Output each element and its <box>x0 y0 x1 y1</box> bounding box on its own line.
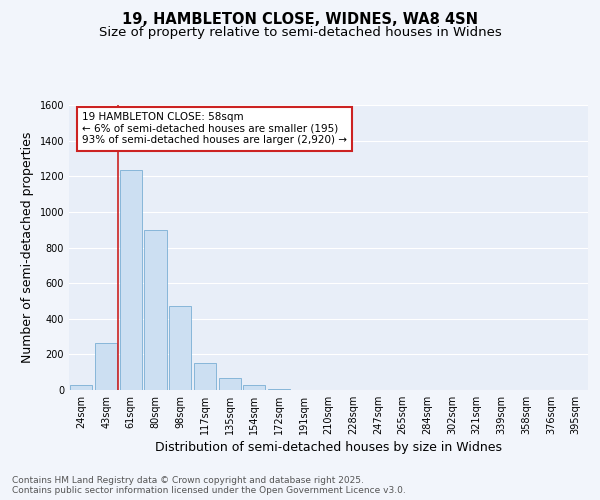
Y-axis label: Number of semi-detached properties: Number of semi-detached properties <box>21 132 34 363</box>
Bar <box>243 384 265 390</box>
Bar <box>169 306 191 390</box>
Bar <box>95 343 117 390</box>
Bar <box>70 384 92 390</box>
Text: 19, HAMBLETON CLOSE, WIDNES, WA8 4SN: 19, HAMBLETON CLOSE, WIDNES, WA8 4SN <box>122 12 478 28</box>
Bar <box>218 378 241 390</box>
Bar <box>268 389 290 390</box>
Text: Size of property relative to semi-detached houses in Widnes: Size of property relative to semi-detach… <box>98 26 502 39</box>
X-axis label: Distribution of semi-detached houses by size in Widnes: Distribution of semi-detached houses by … <box>155 441 502 454</box>
Bar <box>145 230 167 390</box>
Bar <box>119 170 142 390</box>
Bar <box>194 364 216 390</box>
Text: 19 HAMBLETON CLOSE: 58sqm
← 6% of semi-detached houses are smaller (195)
93% of : 19 HAMBLETON CLOSE: 58sqm ← 6% of semi-d… <box>82 112 347 146</box>
Text: Contains HM Land Registry data © Crown copyright and database right 2025.
Contai: Contains HM Land Registry data © Crown c… <box>12 476 406 495</box>
